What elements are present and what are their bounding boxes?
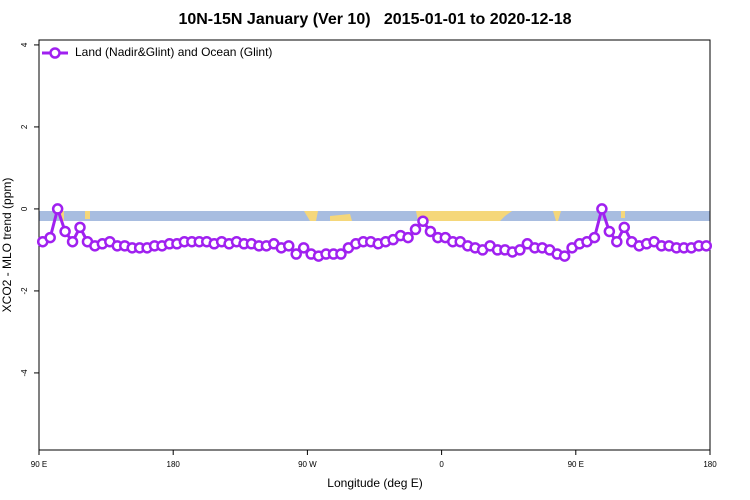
point <box>417 215 429 227</box>
point <box>51 203 64 215</box>
point <box>700 240 713 252</box>
point <box>402 231 414 244</box>
point <box>66 235 79 248</box>
point <box>596 203 608 215</box>
point <box>335 248 347 260</box>
point <box>588 231 601 244</box>
x-tick-label: 90 E <box>31 460 47 469</box>
point <box>44 231 56 244</box>
x-axis-label: Longitude (deg E) <box>327 476 422 490</box>
chart-title: 10N-15N January (Ver 10) 2015-01-01 to 2… <box>178 11 571 28</box>
y-tick-label: 2 <box>20 124 29 129</box>
point <box>618 221 631 234</box>
point <box>558 250 571 262</box>
point <box>424 225 437 238</box>
legend-label: Land (Nadir&Glint) and Ocean (Glint) <box>75 45 272 59</box>
point <box>297 242 310 254</box>
point <box>290 248 302 260</box>
point <box>514 244 526 256</box>
y-tick-label: -2 <box>20 287 29 295</box>
y-axis-label: XCO2 - MLO trend (ppm) <box>0 178 14 313</box>
point <box>611 235 623 248</box>
point <box>59 225 71 238</box>
y-tick-label: 4 <box>20 42 29 47</box>
x-tick-label: 0 <box>439 460 444 469</box>
y-tick-label: -4 <box>20 369 29 377</box>
x-tick-label: 90 E <box>568 460 584 469</box>
x-tick-label: 90 W <box>298 460 317 469</box>
legend-marker <box>49 47 61 59</box>
point <box>74 221 86 234</box>
point <box>603 225 616 238</box>
x-tick-label: 180 <box>703 460 717 469</box>
point <box>409 223 422 236</box>
y-tick-label: 0 <box>20 206 29 211</box>
x-tick-label: 180 <box>167 460 181 469</box>
map-strip <box>39 211 710 221</box>
point <box>283 240 295 252</box>
